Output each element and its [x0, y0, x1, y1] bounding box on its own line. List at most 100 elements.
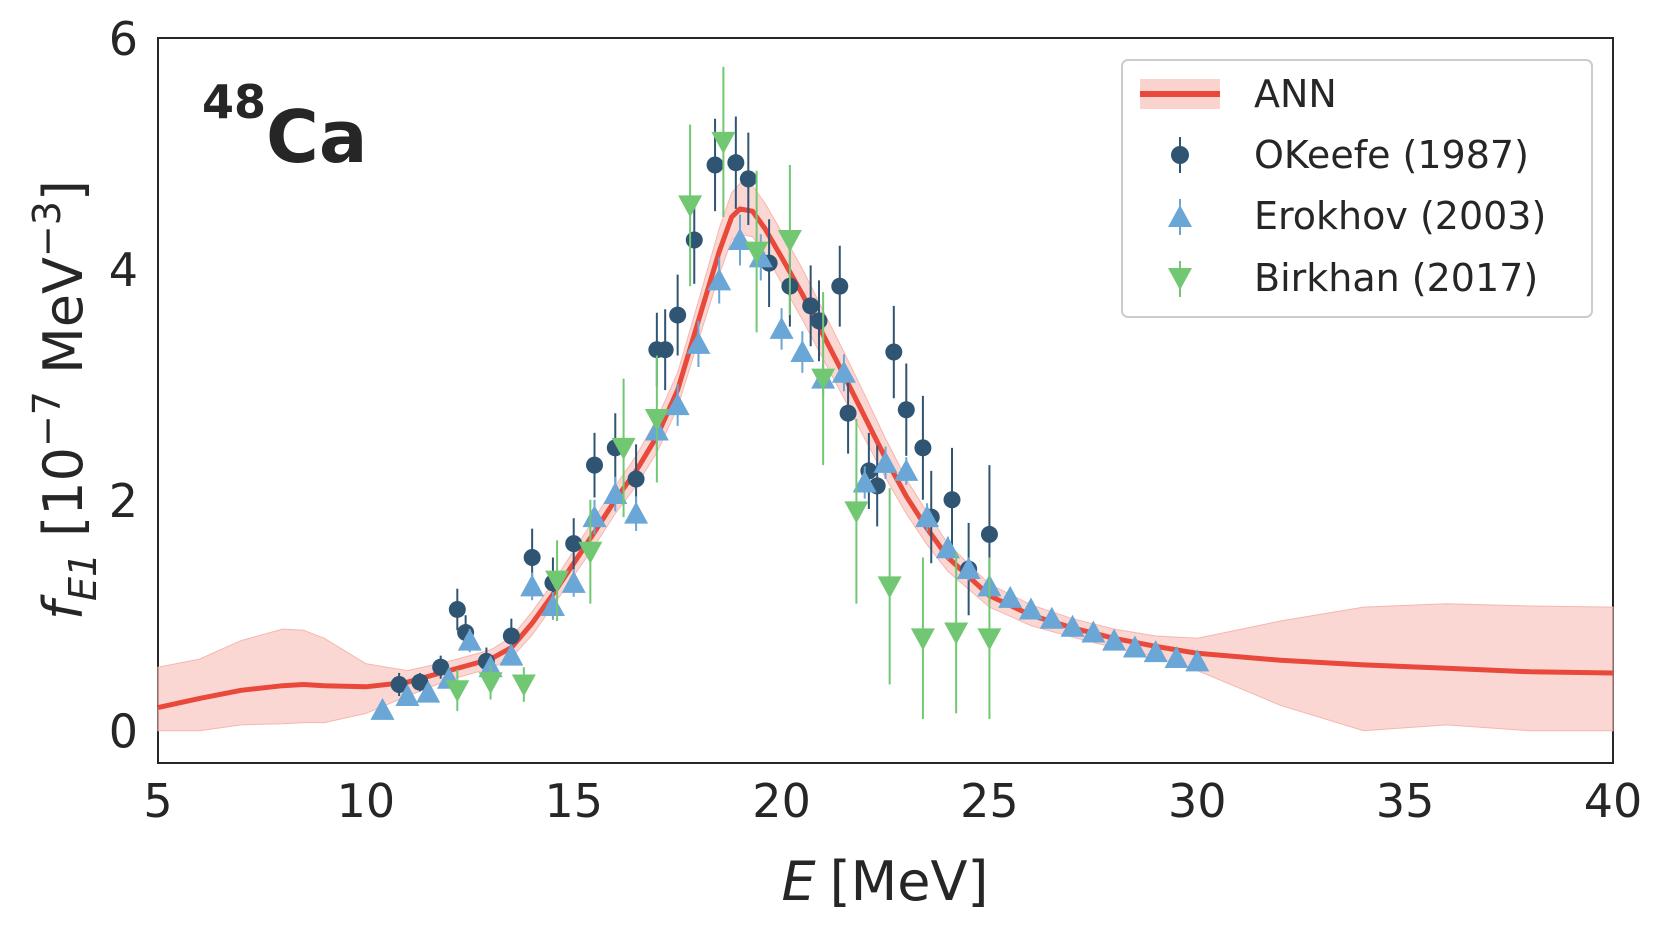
y-tick-label: 4	[109, 243, 138, 297]
birkhan-point	[711, 131, 736, 154]
birkhan-points-layer	[445, 66, 1002, 720]
erokhov-points-layer	[370, 214, 1210, 720]
erokhov-point	[1060, 614, 1085, 637]
okeefe-point	[390, 675, 408, 693]
okeefe-point	[656, 341, 674, 359]
erokhov-point	[1143, 640, 1168, 663]
legend-erokhov-label: Erokhov (2003)	[1254, 194, 1546, 238]
erokhov-point	[457, 628, 482, 651]
birkhan-point	[478, 672, 503, 695]
okeefe-point	[897, 401, 915, 419]
y-axis-exponent-2: −3	[25, 201, 69, 257]
birkhan-point	[744, 241, 769, 264]
birkhan-point	[844, 501, 869, 524]
x-tick-label: 30	[1168, 774, 1227, 828]
erokhov-point	[1039, 606, 1064, 629]
legend-ann-label: ANN	[1254, 72, 1337, 116]
x-axis-symbol: E	[781, 850, 816, 913]
erokhov-point	[1102, 628, 1127, 651]
erokhov-point	[1185, 649, 1210, 672]
erokhov-point	[852, 470, 877, 493]
birkhan-point	[678, 195, 703, 218]
erokhov-point	[707, 268, 732, 291]
x-tick-label: 5	[143, 774, 172, 828]
x-tick-label: 20	[752, 774, 811, 828]
birkhan-point	[910, 628, 935, 651]
erokhov-point	[1164, 645, 1189, 668]
y-tick-labels: 0 2 4 6	[109, 12, 138, 759]
okeefe-point	[885, 343, 903, 361]
birkhan-point	[944, 622, 969, 645]
okeefe-point	[669, 306, 687, 324]
erokhov-point	[1122, 635, 1147, 658]
erokhov-point	[624, 501, 649, 524]
x-tick-label: 35	[1376, 774, 1435, 828]
legend-birkhan-marker	[1168, 268, 1192, 290]
y-axis-unit-open: [10	[32, 447, 95, 537]
erokhov-point	[998, 585, 1023, 608]
y-tick-label: 6	[109, 12, 138, 66]
erokhov-point	[416, 680, 441, 703]
y-axis-exponent: −7	[25, 391, 69, 447]
y-tick-label: 2	[109, 474, 138, 528]
erokhov-point	[894, 458, 919, 481]
erokhov-point	[561, 570, 586, 593]
legend-item-erokhov: Erokhov (2003)	[1168, 194, 1546, 238]
erokhov-point	[873, 450, 898, 473]
y-tick-label: 0	[109, 705, 138, 759]
okeefe-point	[739, 170, 757, 188]
erokhov-point	[395, 684, 420, 707]
okeefe-point	[411, 673, 429, 691]
birkhan-point	[545, 570, 570, 593]
nucleus-mass-number: 48	[202, 75, 266, 129]
legend-item-ann: ANN	[1140, 72, 1337, 116]
x-tick-labels: 5 10 15 20 25 30 35 40	[143, 774, 1642, 828]
erokhov-point	[499, 643, 524, 666]
erokhov-point	[1081, 620, 1106, 643]
okeefe-point	[914, 439, 932, 457]
erokhov-point	[769, 316, 794, 339]
erokhov-point	[665, 393, 690, 416]
okeefe-point	[943, 491, 961, 509]
legend-frame	[1121, 59, 1593, 318]
erokhov-point	[935, 536, 960, 559]
erokhov-point	[370, 697, 395, 720]
legend-item-okeefe: OKeefe (1987)	[1171, 133, 1529, 177]
okeefe-point	[980, 525, 998, 543]
erokhov-point	[831, 360, 856, 383]
legend-okeefe-marker	[1171, 146, 1189, 164]
birkhan-point	[977, 628, 1002, 651]
nucleus-annotation: 48Ca	[202, 75, 367, 179]
erokhov-point	[582, 505, 607, 528]
erokhov-point	[603, 482, 628, 505]
birkhan-point	[644, 408, 669, 431]
okeefe-point	[810, 312, 828, 330]
okeefe-point	[627, 470, 645, 488]
x-tick-label: 25	[960, 774, 1019, 828]
okeefe-point	[802, 297, 820, 315]
okeefe-point	[685, 231, 703, 249]
x-tick-label: 15	[544, 774, 603, 828]
y-axis-subscript: E1	[61, 553, 105, 601]
okeefe-point	[831, 277, 849, 295]
birkhan-point	[445, 680, 470, 703]
okeefe-point	[523, 549, 541, 567]
okeefe-point	[839, 404, 857, 422]
legend: ANN OKeefe (1987) Erokhov (2003) Birkhan…	[1121, 59, 1593, 318]
okeefe-point	[727, 154, 745, 172]
okeefe-point	[448, 600, 466, 618]
x-tick-label: 10	[337, 774, 396, 828]
legend-birkhan-label: Birkhan (2017)	[1254, 256, 1538, 300]
erokhov-point	[686, 331, 711, 354]
birkhan-point	[877, 576, 902, 599]
legend-erokhov-marker	[1168, 205, 1192, 227]
y-axis-unit-mid: MeV	[32, 257, 95, 391]
erokhov-point	[748, 245, 773, 268]
birkhan-point	[777, 230, 802, 253]
y-axis-unit-close: ]	[32, 180, 95, 201]
y-axis-label: fE1[10−7 MeV−3]	[25, 180, 105, 620]
x-axis-label: E [MeV]	[781, 850, 988, 913]
birkhan-point	[611, 437, 636, 460]
nucleus-element: Ca	[266, 95, 367, 179]
